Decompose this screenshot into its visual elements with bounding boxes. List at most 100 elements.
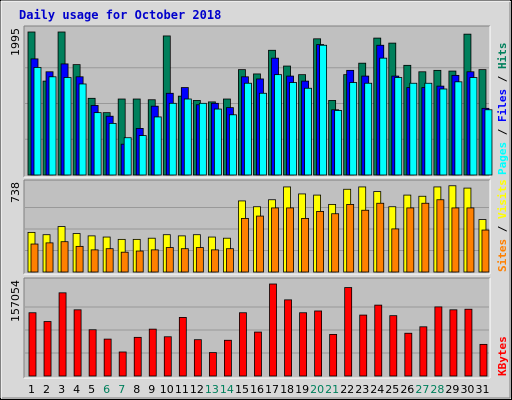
bar-kbytes-day-10 <box>163 336 172 377</box>
x-tick-label: 12 <box>190 383 204 396</box>
bar-pages-day-1 <box>33 67 42 176</box>
bar-pages-day-9 <box>153 116 162 176</box>
bar-pages-day-5 <box>93 112 102 176</box>
x-tick-label: 29 <box>445 383 459 396</box>
x-tick-label: 10 <box>160 383 174 396</box>
bar-kbytes-day-25 <box>389 315 398 377</box>
bar-pages-day-24 <box>379 57 388 176</box>
bar-pages-day-6 <box>108 122 117 176</box>
legend: Pages / Files / Hits <box>496 43 509 176</box>
bar-kbytes-day-3 <box>58 292 67 377</box>
bar-sites-day-16 <box>256 215 264 273</box>
bar-sites-day-19 <box>301 217 309 273</box>
bar-pages-day-3 <box>63 77 72 176</box>
bar-kbytes-day-23 <box>359 314 368 377</box>
y-max-label: 1995 <box>9 28 22 56</box>
bar-sites-day-18 <box>286 207 294 273</box>
x-tick-label: 20 <box>310 383 324 396</box>
legend-entry: Visits <box>496 179 509 219</box>
bar-kbytes-day-15 <box>239 312 247 377</box>
x-tick-label: 4 <box>73 383 80 396</box>
bar-pages-day-20 <box>319 44 328 176</box>
bar-sites-day-25 <box>391 228 400 273</box>
x-tick-label: 6 <box>103 383 110 396</box>
x-tick-label: 11 <box>175 383 189 396</box>
bar-sites-day-30 <box>466 207 475 273</box>
x-tick-label: 21 <box>325 383 339 396</box>
x-tick-label: 5 <box>88 383 95 396</box>
bar-sites-day-26 <box>406 207 415 273</box>
bar-sites-day-12 <box>195 247 204 273</box>
x-tick-label: 30 <box>460 383 474 396</box>
x-tick-label: 23 <box>355 383 369 396</box>
bar-sites-day-27 <box>421 202 430 273</box>
bar-pages-day-31 <box>484 109 493 176</box>
bar-kbytes-day-21 <box>329 334 338 377</box>
bar-sites-day-2 <box>45 242 54 273</box>
bar-sites-day-22 <box>346 204 355 273</box>
x-tick-label: 25 <box>385 383 399 396</box>
bar-pages-day-25 <box>394 77 403 176</box>
bar-kbytes-day-22 <box>344 287 353 377</box>
legend-entry: / <box>496 219 509 239</box>
legend-entry: Sites <box>496 239 509 272</box>
x-tick-label: 26 <box>400 383 414 396</box>
bar-pages-day-19 <box>304 87 312 176</box>
bar-kbytes-day-13 <box>208 352 217 377</box>
bar-sites-day-24 <box>376 202 385 273</box>
bar-sites-day-7 <box>120 251 129 273</box>
x-tick-label: 7 <box>118 383 125 396</box>
x-tick-label: 19 <box>295 383 309 396</box>
x-tick-label: 14 <box>220 383 234 396</box>
x-tick-label: 15 <box>235 383 249 396</box>
legend-entry: Pages <box>496 142 509 175</box>
bar-kbytes-day-16 <box>254 331 262 377</box>
bar-sites-day-31 <box>481 229 490 273</box>
x-tick-label: 13 <box>205 383 219 396</box>
bar-pages-day-26 <box>409 82 418 176</box>
bar-pages-day-28 <box>439 88 448 176</box>
bar-pages-day-14 <box>229 114 237 176</box>
bar-pages-day-16 <box>259 92 267 176</box>
bar-pages-day-23 <box>364 82 373 176</box>
legend-entry: Files <box>496 89 509 122</box>
bar-pages-day-15 <box>244 82 252 176</box>
legend: KBytes <box>496 336 509 376</box>
bar-pages-day-30 <box>469 77 478 176</box>
bar-kbytes-day-19 <box>299 312 307 377</box>
x-tick-label: 17 <box>265 383 279 396</box>
bar-sites-day-1 <box>30 243 39 273</box>
bar-pages-day-4 <box>78 83 87 176</box>
bar-kbytes-day-20 <box>314 310 323 377</box>
bar-pages-day-10 <box>168 102 177 176</box>
bar-sites-day-6 <box>105 248 114 273</box>
bar-pages-day-13 <box>213 108 222 176</box>
panel-visits-sites: 738 Sites / Visits <box>9 179 509 275</box>
x-tick-label: 9 <box>148 383 155 396</box>
bar-sites-day-5 <box>90 249 99 273</box>
bar-sites-day-28 <box>436 199 445 273</box>
bar-sites-day-17 <box>271 207 279 273</box>
x-tick-label: 8 <box>133 383 140 396</box>
y-max-label: 738 <box>9 182 22 203</box>
bar-pages-day-11 <box>183 98 192 176</box>
x-tick-label: 18 <box>280 383 294 396</box>
x-tick-label: 27 <box>415 383 429 396</box>
bar-sites-day-10 <box>165 247 174 273</box>
bar-kbytes-day-5 <box>88 329 97 377</box>
x-tick-label: 2 <box>43 383 50 396</box>
bar-kbytes-day-11 <box>178 317 187 377</box>
bar-kbytes-day-4 <box>73 309 82 377</box>
x-tick-label: 28 <box>430 383 444 396</box>
bar-pages-day-2 <box>48 76 57 176</box>
bar-kbytes-day-1 <box>28 312 37 377</box>
bar-kbytes-day-17 <box>269 283 277 377</box>
bar-sites-day-9 <box>150 249 159 273</box>
bar-kbytes-day-28 <box>434 306 443 377</box>
bars-kbytes <box>28 283 488 377</box>
chart-title: Daily usage for October 2018 <box>19 8 221 22</box>
bar-sites-day-14 <box>226 248 234 273</box>
bar-sites-day-15 <box>241 217 249 273</box>
bar-kbytes-day-26 <box>404 332 413 377</box>
bar-pages-day-27 <box>424 82 433 176</box>
